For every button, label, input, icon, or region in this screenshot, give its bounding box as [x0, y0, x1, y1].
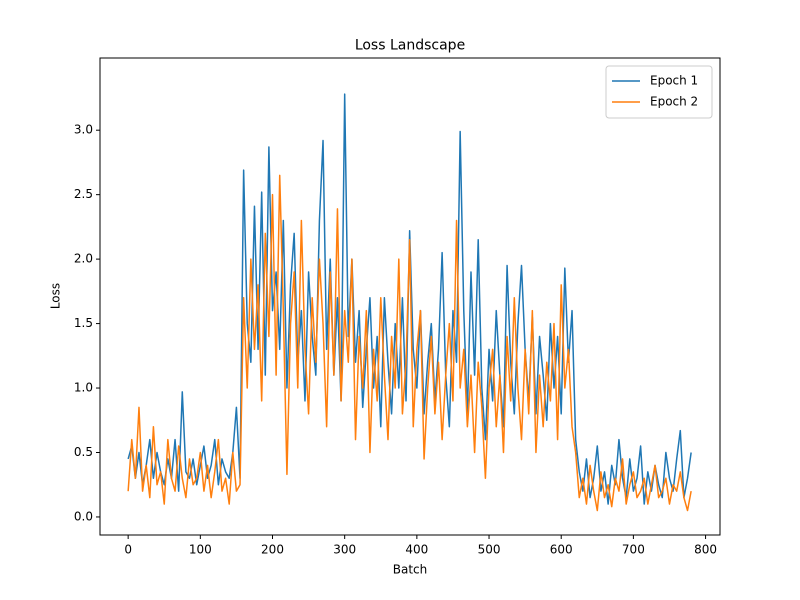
- line-series: [127, 174, 692, 512]
- legend-label: Epoch 2: [650, 95, 698, 109]
- x-tick-label: 700: [622, 543, 645, 557]
- legend-box: [605, 65, 713, 119]
- y-tick-label: 0.5: [74, 445, 93, 459]
- x-tick-label: 100: [189, 543, 212, 557]
- y-tick-label: 2.0: [74, 252, 93, 266]
- x-tick-label: 500: [478, 543, 501, 557]
- y-tick-label: 1.0: [74, 381, 93, 395]
- x-axis-label: Batch: [393, 563, 428, 577]
- y-tick-label: 1.5: [74, 316, 93, 330]
- y-tick-label: 3.0: [74, 123, 93, 137]
- legend-label: Epoch 1: [650, 74, 698, 88]
- line-series: [127, 93, 692, 505]
- x-tick-label: 300: [333, 543, 356, 557]
- x-tick-label: 400: [405, 543, 428, 557]
- y-tick-label: 2.5: [74, 187, 93, 201]
- y-axis-label: Loss: [49, 283, 63, 309]
- x-tick-label: 200: [261, 543, 284, 557]
- chart-title: Loss Landscape: [355, 37, 465, 53]
- y-tick-label: 0.0: [74, 509, 93, 523]
- plot-frame: [99, 57, 721, 536]
- x-tick-label: 0: [124, 543, 132, 557]
- x-tick-label: 800: [694, 543, 717, 557]
- x-tick-label: 600: [550, 543, 573, 557]
